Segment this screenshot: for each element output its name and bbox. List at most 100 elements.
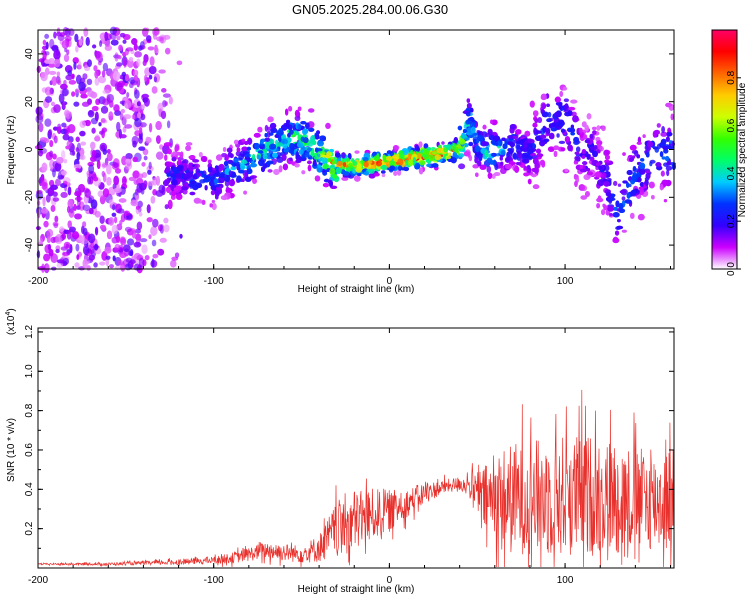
spectral-cell xyxy=(621,196,626,201)
spectral-cell xyxy=(256,154,261,160)
spectral-cell xyxy=(155,175,161,186)
spectral-cell xyxy=(76,254,80,260)
spectral-cell xyxy=(499,156,503,161)
spectral-cell xyxy=(36,208,41,219)
spectral-cell xyxy=(106,152,113,162)
chart-title: GN05.2025.284.00.06.G30 xyxy=(292,2,448,17)
spectral-cell xyxy=(474,156,479,164)
spectral-cell xyxy=(154,44,158,54)
spectral-cell xyxy=(133,69,139,77)
spectral-cell xyxy=(273,168,280,176)
spectral-cell xyxy=(663,198,668,203)
bottom-x-axis-label: Height of straight line (km) xyxy=(298,584,415,595)
spectral-cell xyxy=(147,46,155,51)
spectral-cell xyxy=(603,205,609,211)
spectral-cell xyxy=(119,134,127,139)
spectral-cell xyxy=(320,146,325,153)
y-tick-label: 0.4 xyxy=(24,482,35,496)
spectral-cell xyxy=(124,161,133,170)
spectral-cell xyxy=(579,165,584,169)
spectral-cell xyxy=(428,154,435,162)
top-y-ticks: -40 -20 0 20 40 xyxy=(24,48,674,252)
spectral-cell xyxy=(61,39,69,49)
spectral-cell xyxy=(321,157,328,163)
spectral-cell xyxy=(581,155,586,159)
spectral-cell xyxy=(270,127,278,134)
spectral-cell xyxy=(665,156,670,162)
colorbar-tick-label: 0.6 xyxy=(726,118,737,132)
spectral-cell xyxy=(138,146,146,151)
spectral-cell xyxy=(99,40,103,48)
spectral-cell xyxy=(667,127,671,133)
spectral-cell xyxy=(35,106,43,116)
spectral-cell xyxy=(64,47,68,53)
spectral-cell xyxy=(567,144,573,152)
spectral-cell xyxy=(325,153,331,159)
spectral-cell xyxy=(472,164,480,169)
spectral-cell xyxy=(134,51,143,58)
spectral-cell xyxy=(311,140,317,145)
spectral-cell xyxy=(308,127,315,132)
spectral-cell xyxy=(548,132,555,140)
spectral-cell xyxy=(86,78,93,86)
spectral-cell xyxy=(227,159,234,164)
spectral-cell xyxy=(215,184,221,188)
spectral-cell xyxy=(389,160,395,166)
spectral-cell xyxy=(516,150,521,155)
spectral-cell xyxy=(637,136,642,144)
spectral-cell xyxy=(251,153,256,162)
spectral-cell xyxy=(35,114,44,124)
spectral-cell xyxy=(49,150,54,158)
spectral-cell xyxy=(306,147,313,152)
spectral-cell xyxy=(297,106,302,112)
spectral-cell xyxy=(490,119,494,125)
spectral-cell xyxy=(55,178,61,187)
spectral-cell xyxy=(182,182,190,188)
spectral-cell xyxy=(226,147,233,153)
spectral-cell xyxy=(94,135,101,142)
spectral-cell xyxy=(111,224,119,235)
spectral-cell xyxy=(45,264,50,269)
spectral-cell xyxy=(536,153,544,158)
spectral-cell xyxy=(155,189,164,197)
spectral-cell xyxy=(335,167,342,175)
spectral-cell xyxy=(161,88,167,93)
spectral-cell xyxy=(136,221,143,231)
spectral-cell xyxy=(179,153,184,159)
spectral-cell xyxy=(431,163,439,168)
spectral-cell xyxy=(88,207,94,215)
spectral-cell xyxy=(233,139,239,145)
bottom-y-ticks: 0.2 0.4 0.6 0.8 1.0 1.2 xyxy=(24,325,674,549)
spectral-cell xyxy=(540,93,547,101)
spectral-cell xyxy=(64,110,72,120)
spectral-cell xyxy=(480,140,487,147)
spectral-cell xyxy=(73,203,77,212)
spectral-cell xyxy=(99,215,105,224)
spectral-cell xyxy=(638,188,645,196)
spectral-cell xyxy=(94,111,99,122)
spectral-cell xyxy=(125,47,134,52)
y-tick-label: 40 xyxy=(24,48,35,60)
spectral-cell xyxy=(542,111,549,118)
spectral-cell xyxy=(574,174,578,180)
spectral-cell xyxy=(58,93,65,104)
spectral-cell xyxy=(381,173,386,178)
spectral-cell xyxy=(314,133,320,140)
spectral-cell xyxy=(468,154,473,162)
spectral-cell xyxy=(659,183,664,191)
spectral-cell xyxy=(73,163,82,170)
spectral-cell xyxy=(567,127,573,133)
spectral-cell xyxy=(283,148,288,153)
spectral-cell xyxy=(148,65,157,75)
spectral-cell xyxy=(52,153,57,160)
spectral-cell xyxy=(41,58,45,68)
spectral-cell xyxy=(128,176,136,182)
spectral-cell xyxy=(80,93,88,99)
spectral-cell xyxy=(580,195,588,200)
spectral-cell xyxy=(509,123,516,130)
spectral-cell xyxy=(179,233,183,239)
spectral-cell xyxy=(50,236,57,244)
spectral-cell xyxy=(83,246,90,256)
